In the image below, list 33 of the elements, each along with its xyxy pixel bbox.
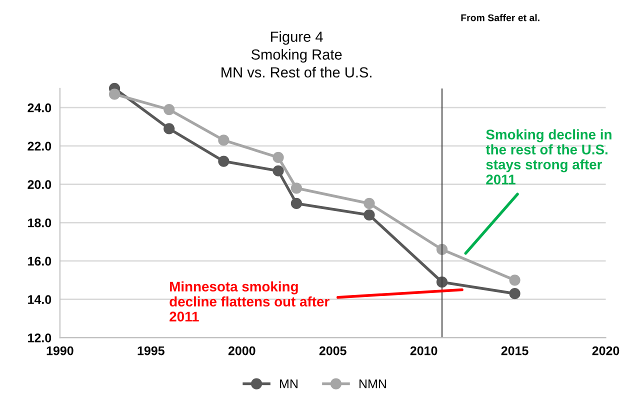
y-tick-label: 22.0	[28, 142, 52, 151]
y-tick-label: 24.0	[28, 103, 52, 112]
point	[272, 152, 284, 164]
x-tick-label: 2005	[319, 346, 346, 356]
point	[218, 156, 230, 167]
legend-label: MN	[280, 380, 298, 388]
x-tick-label: 1990	[46, 346, 74, 356]
point	[218, 134, 230, 146]
point	[509, 288, 520, 300]
annotation: Smoking decline in the rest of the U.S. stays strong after 2011	[486, 129, 612, 184]
x-tick-label: 1995	[138, 346, 164, 356]
x-tick-label: 2015	[501, 346, 528, 356]
point	[364, 209, 375, 221]
point	[290, 198, 302, 210]
point	[108, 88, 120, 100]
legend-label: NMN	[360, 380, 386, 388]
y-tick-label: 18.0	[28, 218, 52, 228]
point	[272, 165, 284, 176]
annotation: Minnesota smoking decline flattens out after 2011	[170, 281, 330, 322]
point	[164, 123, 175, 134]
y-tick-label: 12.0	[28, 333, 52, 342]
chart-title: Figure 4 Smoking Rate MN vs. Rest of the U.S.	[222, 31, 372, 78]
x-tick-label: 2010	[410, 346, 438, 356]
point	[164, 104, 175, 116]
x-tick-label: 2000	[228, 346, 256, 356]
point	[290, 182, 302, 194]
point	[509, 274, 520, 286]
y-tick-label: 20.0	[28, 180, 52, 189]
y-tick-label: 14.0	[28, 295, 52, 304]
y-tick-label: 16.0	[28, 256, 52, 266]
x-tick-label: 2020	[592, 346, 620, 356]
point	[364, 198, 375, 210]
text: From Saffer et al.	[461, 14, 540, 22]
